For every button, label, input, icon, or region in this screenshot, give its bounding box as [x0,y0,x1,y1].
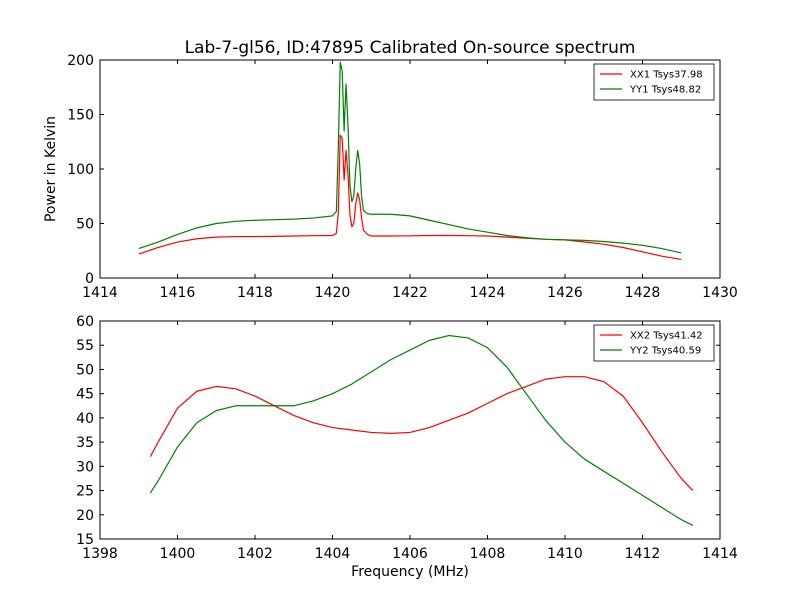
x-tick-label: 1404 [315,546,351,562]
y-tick-label: 45 [76,387,94,403]
y-tick-label: 55 [76,338,94,354]
legend-frame [593,324,715,362]
legend: XX2 Tsys41.42 YY2 Tsys40.59 [593,324,715,362]
x-tick-label: 1414 [702,546,738,562]
y-axis-ticks: 0 50 100 150 200 [67,53,720,287]
y-tick-label: 15 [76,532,94,548]
y-axis-label: Power in Kelvin [43,116,59,222]
chart-title: Lab-7-gl56, ID:47895 Calibrated On-sourc… [185,38,636,58]
x-tick-label: 1416 [160,285,196,301]
x-tick-label: 1414 [82,285,118,301]
y-tick-label: 20 [76,508,94,524]
x-tick-label: 1428 [625,285,661,301]
y-tick-label: 40 [76,411,94,427]
series-line-0 [149,376,694,491]
y-tick-label: 30 [76,459,94,475]
legend-entry: XX2 Tsys41.42 [630,331,703,342]
y-tick-label: 200 [67,53,94,69]
series-lines [149,334,694,526]
series-line-1 [149,334,694,526]
x-tick-label: 1418 [237,285,273,301]
y-tick-label: 150 [67,108,94,124]
legend: XX1 Tsys37.98 YY1 Tsys48.82 [593,63,715,101]
y-tick-label: 60 [76,314,94,330]
legend-entry: XX1 Tsys37.98 [630,70,703,81]
x-tick-label: 1430 [702,285,738,301]
x-tick-label: 1406 [392,546,428,562]
x-axis-label: Frequency (MHz) [351,564,469,580]
x-tick-label: 1408 [470,546,506,562]
x-tick-label: 1412 [625,546,661,562]
x-axis-ticks: 1398 1400 1402 1404 1406 1408 1410 1412 1414 [82,321,738,562]
x-tick-label: 1398 [82,546,118,562]
x-tick-label: 1410 [547,546,583,562]
x-tick-label: 1422 [392,285,428,301]
y-tick-label: 25 [76,484,94,500]
bottom-spectrum-panel: 1398 1400 1402 1404 1406 1408 1410 1412 1414 15 2… [76,314,738,580]
x-tick-label: 1402 [237,546,273,562]
legend-entry: YY1 Tsys48.82 [629,85,701,96]
top-spectrum-panel: 1414 1416 1418 1420 1422 1424 1426 1428 1430 0 50… [43,53,738,301]
series-lines [138,61,682,261]
y-tick-label: 50 [76,217,94,233]
y-axis-ticks: 15 20 25 30 35 40 45 50 55 60 [76,314,720,548]
y-tick-label: 0 [85,271,94,287]
y-tick-label: 100 [67,162,94,178]
x-tick-label: 1400 [160,546,196,562]
x-tick-label: 1420 [315,285,351,301]
legend-entry: YY2 Tsys40.59 [629,346,701,357]
legend-frame [593,63,715,101]
y-tick-label: 50 [76,362,94,378]
x-tick-label: 1426 [547,285,583,301]
x-tick-label: 1424 [470,285,506,301]
x-axis-ticks: 1414 1416 1418 1420 1422 1424 1426 1428 1430 [82,60,738,301]
y-tick-label: 35 [76,435,94,451]
series-line-1 [138,61,682,254]
